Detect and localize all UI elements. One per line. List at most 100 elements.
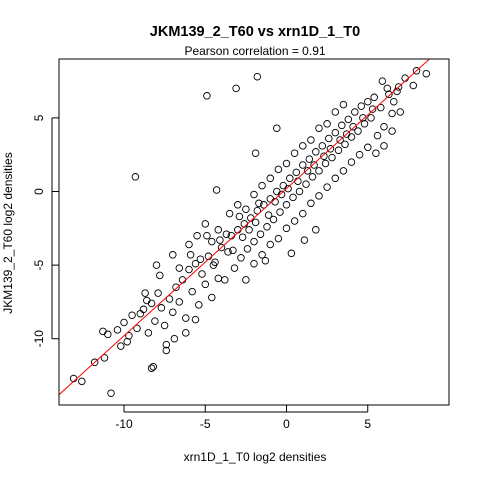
data-point xyxy=(90,358,99,367)
data-point xyxy=(274,165,283,174)
data-point xyxy=(364,97,372,106)
data-point xyxy=(326,145,335,153)
data-point xyxy=(250,237,258,246)
data-point xyxy=(388,127,396,135)
data-point xyxy=(339,100,348,109)
data-point xyxy=(328,153,336,162)
data-point xyxy=(318,142,327,150)
data-point xyxy=(290,149,299,157)
data-point xyxy=(144,329,153,337)
data-point xyxy=(320,152,328,160)
data-point xyxy=(193,231,201,240)
data-point xyxy=(104,330,112,339)
data-point xyxy=(315,124,323,132)
data-point xyxy=(282,159,291,168)
data-point xyxy=(100,354,109,362)
data-point xyxy=(266,174,275,183)
data-point xyxy=(128,311,136,319)
data-point xyxy=(373,131,382,140)
data-point xyxy=(191,315,200,324)
data-point xyxy=(273,187,281,196)
data-point xyxy=(370,93,378,102)
data-point xyxy=(149,362,158,371)
data-point xyxy=(232,84,240,93)
y-axis-label: JKM139_2_T60 log2 densities xyxy=(1,152,15,313)
data-point xyxy=(310,161,318,169)
data-point xyxy=(351,108,359,116)
data-point xyxy=(235,212,244,221)
data-point xyxy=(209,261,218,269)
data-point xyxy=(394,83,403,91)
data-point xyxy=(396,108,405,116)
data-point xyxy=(162,340,171,349)
data-point xyxy=(224,248,232,256)
data-point xyxy=(342,130,351,138)
data-point xyxy=(321,159,330,168)
data-point xyxy=(292,168,301,177)
data-point xyxy=(347,133,356,141)
data-point xyxy=(409,81,418,90)
data-point xyxy=(208,237,216,246)
data-point xyxy=(243,245,252,253)
data-point xyxy=(170,334,179,343)
data-point xyxy=(139,305,148,314)
data-point xyxy=(195,301,203,309)
data-point xyxy=(251,149,260,157)
data-point xyxy=(315,192,323,200)
data-point xyxy=(175,298,184,306)
data-point xyxy=(216,236,224,244)
data-point xyxy=(372,149,380,157)
data-point xyxy=(250,190,258,199)
data-point xyxy=(287,249,296,258)
data-point xyxy=(263,223,271,231)
data-point xyxy=(279,181,288,190)
data-point xyxy=(107,389,115,397)
data-point xyxy=(230,264,239,272)
fit-line xyxy=(59,59,431,396)
data-point xyxy=(339,167,348,175)
data-point xyxy=(331,128,340,137)
data-point xyxy=(302,180,310,188)
data-point xyxy=(160,321,169,330)
data-point xyxy=(186,251,195,259)
data-point xyxy=(412,67,421,75)
data-point xyxy=(269,215,278,224)
x-tick-label: -10 xyxy=(115,417,133,431)
data-point xyxy=(344,115,353,124)
data-point xyxy=(357,102,366,110)
data-point xyxy=(380,142,388,150)
data-point xyxy=(169,251,177,259)
chart-title: JKM139_2_T60 vs xrn1D_1_T0 xyxy=(150,24,360,40)
data-point xyxy=(383,84,392,93)
data-point xyxy=(276,208,284,216)
data-point xyxy=(225,209,234,218)
data-point xyxy=(182,329,190,337)
chart-subtitle: Pearson correlation = 0.91 xyxy=(184,44,325,58)
data-point xyxy=(156,271,164,280)
data-point xyxy=(133,324,141,333)
data-point xyxy=(182,314,190,322)
data-point xyxy=(422,69,431,78)
data-point xyxy=(238,233,247,241)
data-point xyxy=(273,124,281,132)
data-point xyxy=(390,97,398,106)
data-point xyxy=(274,234,283,243)
data-point xyxy=(78,377,86,386)
data-point xyxy=(323,183,331,191)
data-point xyxy=(325,134,333,143)
data-point xyxy=(120,318,128,327)
data-point xyxy=(196,255,205,263)
x-tick-label: 5 xyxy=(364,417,371,431)
data-point xyxy=(221,276,229,284)
data-point xyxy=(380,122,388,131)
data-point xyxy=(266,240,275,249)
data-point xyxy=(284,184,292,193)
data-point xyxy=(214,274,223,283)
data-point xyxy=(151,317,159,325)
data-point xyxy=(307,199,315,208)
y-tick-label: 5 xyxy=(32,114,46,121)
data-point xyxy=(299,161,307,169)
data-point xyxy=(336,136,344,144)
data-point xyxy=(303,167,312,175)
